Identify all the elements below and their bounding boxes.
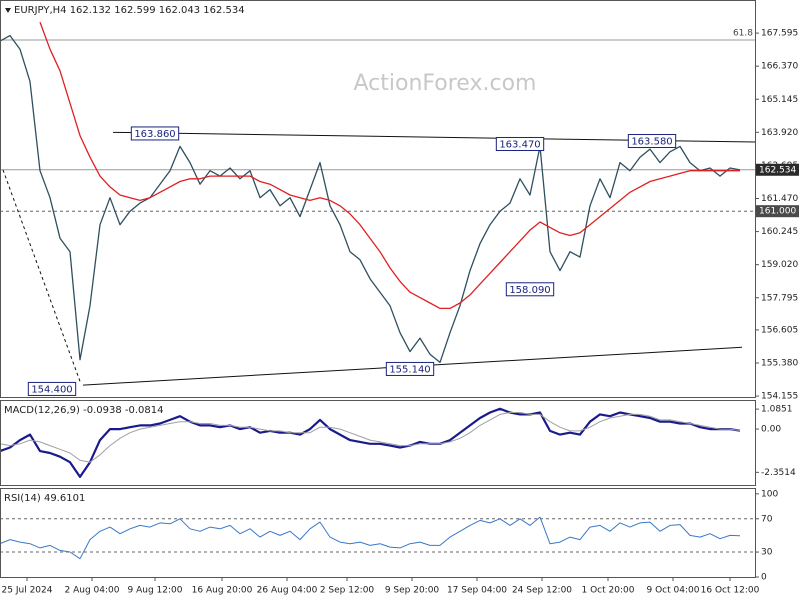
y-tick-label: 0 [761, 573, 767, 583]
series-line [0, 407, 741, 478]
plot-area [0, 407, 741, 478]
y-tick-label: 163.920 [761, 128, 798, 138]
panel-title: RSI(14) 49.6101 [4, 493, 85, 504]
trendline [2, 169, 81, 382]
series-line [0, 516, 741, 560]
y-tick-label: 100 [761, 489, 778, 499]
y-tick-label: 160.245 [761, 227, 798, 237]
plot-area [0, 516, 755, 560]
y-tick-label: 167.595 [761, 29, 798, 39]
x-tick-label: 9 Oct 04:00 [647, 586, 700, 596]
annotation-box [627, 134, 677, 149]
plot-area [0, 21, 755, 386]
level-label: 61.8 [733, 28, 753, 38]
series-line [39, 21, 740, 310]
annotation-box [495, 136, 545, 151]
y-tick-label: 156.605 [761, 325, 798, 335]
y-tick-label: 159.020 [761, 260, 798, 270]
y-tick-label: 165.145 [761, 95, 798, 105]
price-tag-box [756, 205, 799, 218]
annotation: 154.400 [31, 384, 72, 395]
y-tick-label: 166.370 [761, 62, 798, 72]
y-tick-label: 161.470 [761, 194, 798, 204]
panel-frame [0, 488, 756, 578]
x-tick-label: 16 Aug 20:00 [192, 586, 253, 596]
y-tick-label: 154.155 [761, 392, 798, 402]
x-tick-label: 17 Sep 04:00 [447, 586, 507, 596]
x-tick-label: 24 Sep 12:00 [512, 586, 572, 596]
annotation: 163.580 [631, 137, 672, 148]
y-tick-label: 30 [761, 548, 773, 558]
annotation-box [385, 361, 435, 376]
series-line [0, 412, 741, 463]
annotation-box [27, 381, 77, 396]
annotation: 155.140 [389, 364, 430, 375]
y-tick-label: 157.795 [761, 293, 798, 303]
x-tick-label: 26 Aug 04:00 [257, 586, 318, 596]
x-tick-label: 9 Aug 12:00 [128, 586, 183, 596]
annotation: 163.470 [499, 139, 540, 150]
price-tag: 161.000 [759, 207, 796, 217]
series-line [0, 34, 741, 364]
annotation-box [505, 282, 555, 297]
y-tick-label: 1.0851 [761, 405, 793, 415]
x-tick-label: 9 Sep 20:00 [385, 586, 440, 596]
x-tick-label: 2 Sep 12:00 [320, 586, 375, 596]
x-tick-label: 16 Oct 12:00 [701, 586, 760, 596]
panel-title: MACD(12,26,9) -0.0938 -0.0814 [4, 405, 164, 416]
annotation-box [130, 126, 180, 141]
x-tick-label: 25 Jul 2024 [2, 586, 53, 596]
price-tag: 162.534 [759, 165, 796, 175]
annotation: 163.860 [134, 129, 175, 140]
x-tick-label: 2 Aug 04:00 [65, 586, 120, 596]
menu-icon[interactable] [5, 8, 11, 13]
watermark: ActionForex.com [354, 71, 537, 96]
y-tick-label: -2.3514 [761, 468, 796, 478]
x-tick-label: 1 Oct 20:00 [582, 586, 635, 596]
price-tag-box [756, 163, 799, 176]
panel-frame [0, 400, 756, 486]
y-tick-label: 70 [761, 514, 773, 524]
y-tick-label: 155.380 [761, 358, 798, 368]
panel-title: EURJPY,H4 162.132 162.599 162.043 162.53… [14, 5, 245, 16]
y-tick-label: 0.00 [761, 425, 781, 435]
annotation: 158.090 [509, 285, 550, 296]
